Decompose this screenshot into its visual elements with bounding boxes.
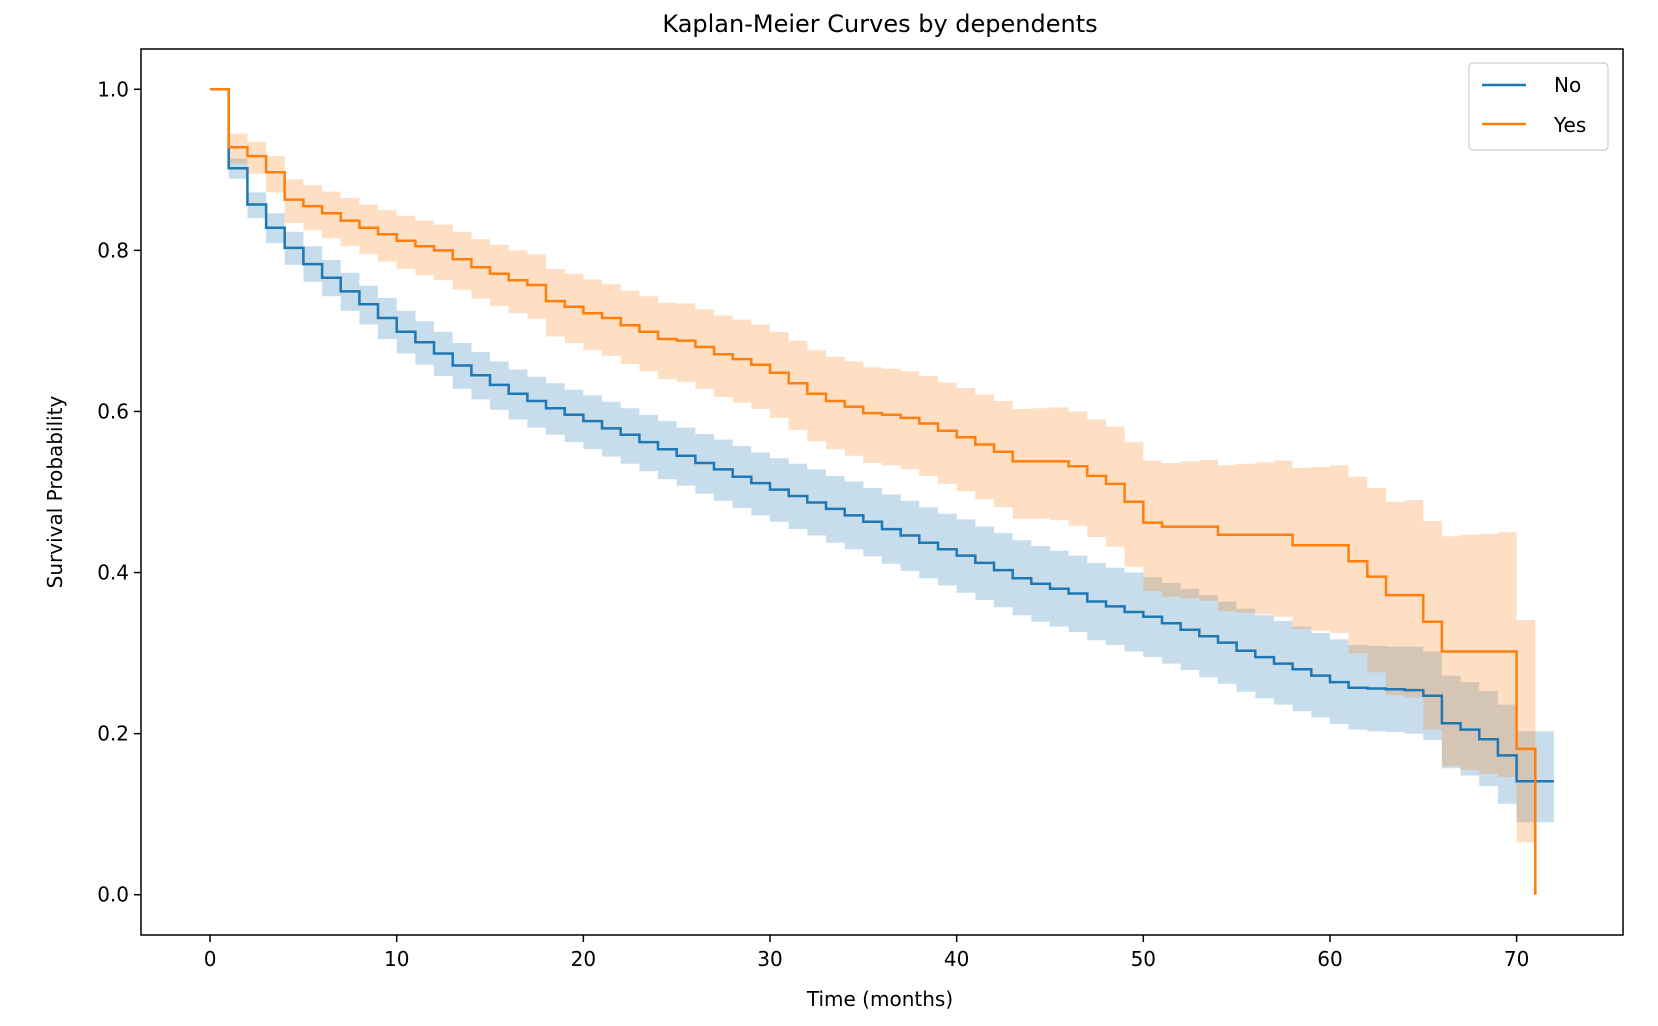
survival-line-yes	[210, 88, 1537, 895]
legend-label-yes: Yes	[1553, 113, 1586, 137]
y-tick-label: 0.4	[97, 561, 129, 585]
y-tick-label: 1.0	[97, 77, 129, 101]
x-tick-label: 30	[757, 947, 782, 971]
legend-box	[1468, 62, 1609, 151]
y-tick-label: 0.0	[97, 883, 129, 907]
x-axis-ticks: 0 10 20 30 40 50 60 70	[204, 935, 1529, 971]
confidence-bands	[210, 89, 1554, 895]
x-tick-label: 20	[571, 947, 596, 971]
ci-band-yes	[210, 89, 1536, 895]
x-tick-label: 60	[1317, 947, 1342, 971]
x-tick-label: 10	[384, 947, 409, 971]
x-axis-label: Time (months)	[806, 987, 953, 1011]
x-tick-label: 0	[204, 947, 217, 971]
y-tick-label: 0.2	[97, 722, 129, 746]
survival-line-no	[210, 88, 1554, 783]
y-axis-label: Survival Probability	[43, 395, 67, 588]
plot-frame	[140, 48, 1624, 936]
x-tick-label: 70	[1504, 947, 1529, 971]
x-tick-label: 50	[1131, 947, 1156, 971]
legend: No Yes	[1468, 62, 1609, 151]
x-tick-label: 40	[944, 947, 969, 971]
legend-label-no: No	[1554, 73, 1581, 97]
y-tick-label: 0.6	[97, 399, 129, 423]
survival-curves	[210, 88, 1554, 895]
y-axis-ticks: 0.0 0.2 0.4 0.6 0.8 1.0	[97, 77, 141, 907]
y-tick-label: 0.8	[97, 238, 129, 262]
chart-title: Kaplan-Meier Curves by dependents	[662, 10, 1097, 38]
